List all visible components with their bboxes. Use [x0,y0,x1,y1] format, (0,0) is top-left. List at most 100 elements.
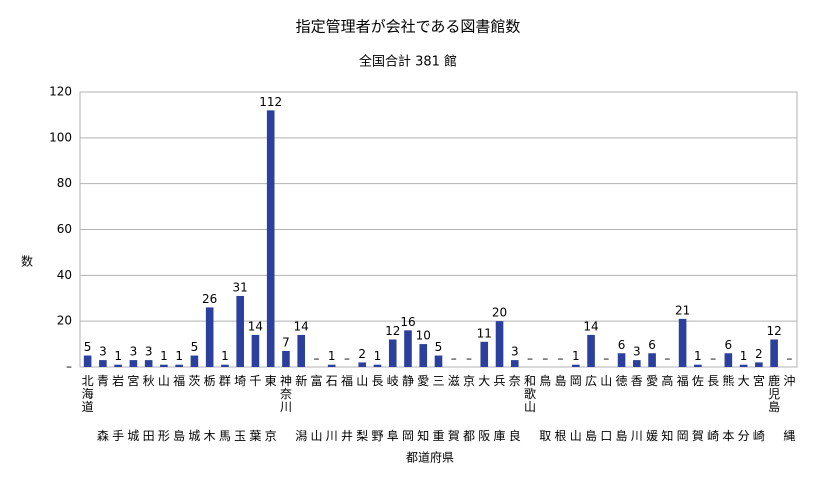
data-label: – [603,352,609,366]
bar [83,355,92,367]
x-tick-label: 熊本 [722,373,734,443]
x-tick-label: 愛知 [417,374,429,443]
bar [266,110,275,367]
data-label: 11 [477,326,492,340]
x-tick-label: 北海道 [82,374,94,414]
x-tick-label: 三重 [432,374,444,443]
chart-subtitle: 全国合計 381 館 [359,54,457,70]
x-tick-label: 福岡 [677,373,689,443]
bar [282,350,290,367]
data-label: 2 [358,347,366,361]
bar [770,339,778,367]
data-label: 14 [583,319,598,333]
bar [617,353,626,367]
bar [587,334,595,367]
x-tick-label: 兵庫 [494,374,506,443]
x-tick-label: 和歌山 [524,374,536,414]
data-label: 5 [191,340,199,354]
data-label: 6 [618,338,626,352]
x-tick-label: 石川 [326,374,338,443]
data-label: 3 [511,345,519,359]
bar [327,364,336,367]
data-label: 2 [755,347,763,361]
data-label: 12 [766,324,781,338]
bar [190,355,199,367]
data-label: 14 [248,319,263,333]
bar [144,360,153,367]
x-tick-label: 大阪 [478,374,490,443]
data-label: – [451,352,457,366]
x-tick-label: 千葉 [249,374,261,443]
x-tick-label: 群馬 [219,374,231,443]
data-label: – [527,352,533,366]
data-label: 3 [145,345,153,359]
data-label: 21 [675,303,690,317]
bar [755,362,763,367]
data-label: 16 [400,315,415,329]
bar [99,360,107,367]
x-tick-label: 山形 [158,374,170,443]
x-tick-label: 岩手 [112,373,124,443]
data-label: 1 [374,349,382,363]
data-label: – [710,352,716,366]
x-tick-label: 宮城 [127,373,139,443]
x-tick-label: 奈良 [509,374,521,443]
x-tick-label: 岐阜 [387,374,399,443]
bar [373,364,382,367]
bar [495,321,504,367]
x-tick-label: 東京 [265,374,277,443]
bar [221,364,229,367]
data-label: 3 [633,345,641,359]
x-tick-label: 福井 [341,373,353,443]
bar [236,295,244,367]
y-tick-label: 80 [57,176,72,190]
y-tick-label: – [66,360,72,374]
x-tick-label: 福島 [173,373,185,443]
data-label: 1 [221,349,229,363]
data-label: – [466,352,472,366]
x-tick-label: 長野 [371,374,383,443]
bar [358,362,367,367]
data-label: 1 [740,349,748,363]
bar [160,364,168,367]
data-label: 1 [175,349,183,363]
data-label: 20 [492,306,507,320]
x-tick-label: 茨城 [188,374,200,443]
data-label: – [786,352,792,366]
bar [419,344,428,367]
data-label: – [344,352,350,366]
bar [678,318,687,367]
bar [129,360,138,367]
data-label: 7 [282,335,290,349]
x-tick-label: 秋田 [143,374,155,443]
data-label: – [313,352,319,366]
y-tick-label: 20 [57,314,72,328]
x-tick-label: 大分 [738,374,750,443]
x-tick-label: 広島 [585,374,597,443]
bar [205,307,214,367]
x-tick-label: 青森 [97,374,109,443]
data-label: 10 [416,329,431,343]
bar [434,355,443,367]
x-tick-label: 京都 [463,374,475,443]
data-label: 1 [160,349,168,363]
x-tick-label: 愛媛 [646,374,658,443]
x-tick-label: 埼玉 [234,374,246,443]
x-tick-label: 富山 [310,373,322,443]
data-label: 1 [328,349,336,363]
data-label: 1 [694,349,702,363]
x-tick-label: 沖縄 [783,374,795,443]
x-tick-label: 静岡 [402,374,414,443]
bar [694,364,702,367]
y-tick-label: 40 [57,268,72,282]
x-tick-label: 新潟 [295,373,307,443]
x-tick-label: 山梨 [356,374,368,443]
x-tick-label: 栃木 [204,374,216,443]
data-label: 112 [259,95,282,109]
data-label: 3 [130,345,138,359]
x-tick-label: 鹿児島 [768,373,780,414]
bar [724,353,733,367]
bar [571,364,580,367]
